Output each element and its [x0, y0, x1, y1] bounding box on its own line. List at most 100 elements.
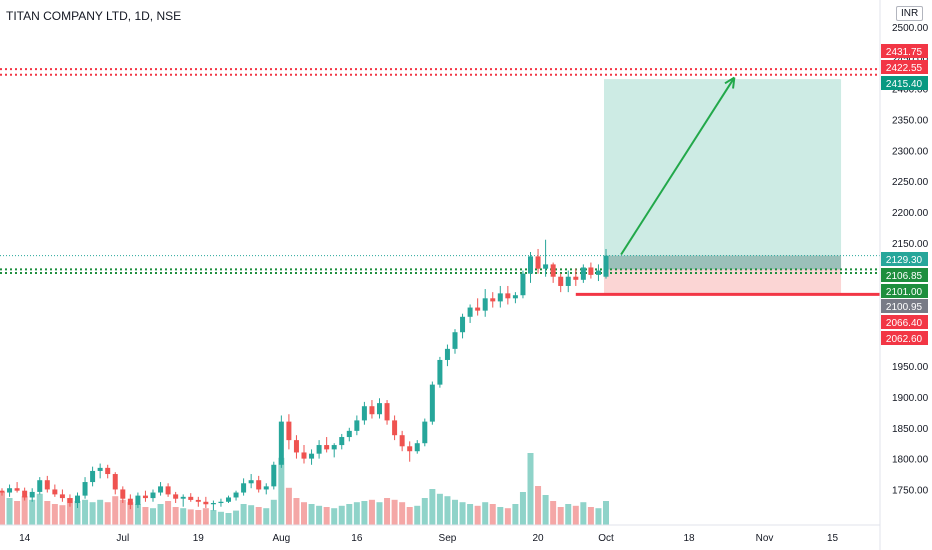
volume-bar [391, 499, 398, 525]
candle-body [407, 446, 413, 452]
candle-body [7, 488, 13, 493]
price-label-badge [881, 44, 928, 58]
candle-body [142, 495, 148, 499]
volume-bar [165, 501, 172, 525]
candle-body [497, 293, 503, 302]
volume-bar [6, 498, 13, 525]
currency-badge[interactable]: INR [896, 6, 924, 21]
volume-bar [414, 505, 421, 525]
candle-body [120, 489, 126, 499]
price-label-badge [881, 331, 928, 345]
volume-bar [210, 510, 217, 525]
volume-bar [504, 508, 511, 525]
volume-bar [497, 507, 504, 525]
volume-bar [565, 504, 572, 525]
price-level-labels: 2431.75 2422.55 2415.40 2129.30 2106.85 2101.… [881, 44, 928, 345]
candle-body [233, 492, 239, 498]
volume-bar [225, 513, 232, 525]
candle-body [210, 503, 216, 505]
volume-bar [482, 502, 489, 525]
volume-bar [527, 453, 534, 525]
candle-body [452, 332, 458, 349]
candle-body [520, 273, 526, 296]
candle-body [429, 384, 435, 422]
candle-body [354, 420, 360, 431]
candle-body [150, 492, 156, 499]
volume-bar [180, 508, 187, 525]
candles-layer [0, 239, 609, 511]
volume-bar [331, 508, 338, 525]
target-zone [604, 79, 842, 256]
volume-bar [535, 486, 542, 525]
volume-bar [316, 505, 323, 525]
candle-body [437, 359, 443, 385]
volume-bar [595, 508, 602, 525]
price-label-text: 2431.75 [886, 47, 923, 58]
price-label-badge [881, 315, 928, 329]
entry-band [604, 255, 842, 270]
price-tick-label: 1750.00 [892, 485, 929, 496]
candle-body [467, 307, 473, 317]
volume-bar [572, 505, 579, 525]
volume-bar [44, 501, 51, 525]
position-zones [604, 79, 842, 295]
price-tick-label: 2400.00 [892, 85, 929, 96]
price-tick-label: 1950.00 [892, 362, 929, 373]
time-tick-label: 19 [193, 533, 205, 544]
price-tick-label: 2150.00 [892, 239, 929, 250]
candle-body [573, 276, 579, 280]
volume-bar [195, 510, 202, 525]
volume-bar [51, 504, 58, 525]
volume-bar [429, 489, 436, 525]
candle-body [127, 498, 133, 505]
price-label-badge [881, 284, 928, 298]
volume-bar [421, 498, 428, 525]
candle-body [135, 495, 141, 505]
time-tick-label: 14 [19, 533, 31, 544]
price-label-badge [881, 299, 928, 313]
time-tick-label: 18 [683, 533, 695, 544]
target-arrow-head [732, 77, 736, 89]
candle-body [271, 464, 277, 487]
chart-title: TITAN COMPANY LTD, 1D, NSE [6, 9, 182, 23]
candle-body [384, 403, 390, 421]
volume-bar [36, 493, 43, 525]
candle-body [588, 267, 594, 275]
volume-bar [376, 502, 383, 525]
volume-bar [361, 501, 368, 525]
volume-bar [368, 499, 375, 525]
volume-bar [512, 504, 519, 525]
price-tick-label: 2250.00 [892, 177, 929, 188]
volume-layer [0, 453, 609, 525]
volume-bar [384, 498, 391, 525]
volume-bar [134, 504, 141, 525]
volume-bar [217, 511, 224, 525]
candle-body [293, 440, 299, 453]
price-label-text: 2106.85 [886, 271, 923, 282]
price-tick-label: 2200.00 [892, 208, 929, 219]
candle-body [444, 348, 450, 360]
time-tick-label: 16 [351, 533, 363, 544]
candle-body [82, 482, 88, 496]
volume-bar [278, 457, 285, 525]
price-label-text: 2101.00 [886, 287, 923, 298]
volume-bar [270, 499, 277, 525]
volume-bar [21, 496, 28, 525]
target-arrow-line [620, 77, 736, 256]
volume-bar [119, 499, 126, 525]
volume-bar [263, 508, 270, 525]
volume-bar [399, 502, 406, 525]
stop-zone [604, 255, 842, 295]
volume-bar [580, 502, 587, 525]
candle-body [218, 501, 224, 504]
time-axis: 14 Jul 19 Aug 16 Sep 20 Oct 18 Nov 15 [19, 533, 838, 544]
volume-bar [172, 507, 179, 525]
candle-body [226, 497, 231, 502]
volume-bar [323, 507, 330, 525]
price-label-badge [881, 252, 928, 266]
candle-body [316, 445, 322, 454]
volume-bar [202, 508, 209, 525]
volume-bar [489, 504, 496, 525]
candle-body [331, 445, 337, 450]
